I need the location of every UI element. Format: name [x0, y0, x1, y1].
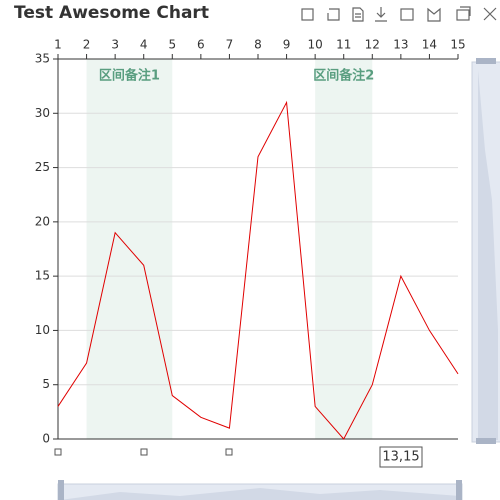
y-tick-label: 25	[35, 160, 50, 174]
x-tick-label: 10	[308, 38, 323, 52]
mark-area	[315, 59, 373, 439]
mark-area-label: 区间备注2	[313, 68, 374, 84]
chart-title: Test Awesome Chart	[14, 3, 209, 23]
tool-icon[interactable]	[427, 7, 441, 22]
tool-icon[interactable]	[375, 7, 387, 22]
y-tick-label: 5	[42, 377, 50, 391]
y-tick-label: 20	[35, 214, 50, 228]
y-tick-label: 30	[35, 106, 50, 120]
x-tick-label: 5	[168, 38, 176, 52]
tool-icon[interactable]	[301, 8, 314, 21]
y-tick-label: 10	[35, 323, 50, 337]
axis-pointer-handles[interactable]	[54, 448, 405, 456]
tool-icon[interactable]	[456, 6, 471, 21]
x-tick-label: 12	[365, 38, 380, 52]
x-tick-label: 6	[197, 38, 205, 52]
x-tick-label: 15	[450, 38, 465, 52]
datazoom-right[interactable]	[471, 58, 500, 444]
tool-icon[interactable]	[327, 8, 340, 21]
line	[57, 100, 459, 440]
x-tick-label: 7	[226, 38, 234, 52]
tool-icon[interactable]	[483, 7, 497, 21]
y-tick-label: 15	[35, 269, 50, 283]
x-tick-label: 9	[283, 38, 291, 52]
y-tick-label: 0	[42, 432, 50, 446]
x-tick-label: 1	[54, 38, 62, 52]
tool-icon[interactable]	[400, 8, 414, 21]
toolbox	[301, 6, 497, 22]
x-tick-label: 14	[422, 38, 437, 52]
x-tick-label: 4	[140, 38, 148, 52]
x-tick-label: 13	[393, 38, 408, 52]
y-tick-label: 35	[35, 52, 50, 66]
x-tick-label: 2	[83, 38, 91, 52]
x-tick-label: 11	[336, 38, 351, 52]
tool-icon[interactable]	[352, 7, 364, 22]
x-tick-label: 8	[254, 38, 262, 52]
x-tick-label: 3	[111, 38, 119, 52]
datazoom-bottom[interactable]	[57, 480, 463, 500]
mark-area-label: 区间备注1	[99, 68, 160, 84]
pointer-label: 13,15	[382, 450, 419, 465]
pointer-label-box	[379, 446, 423, 468]
